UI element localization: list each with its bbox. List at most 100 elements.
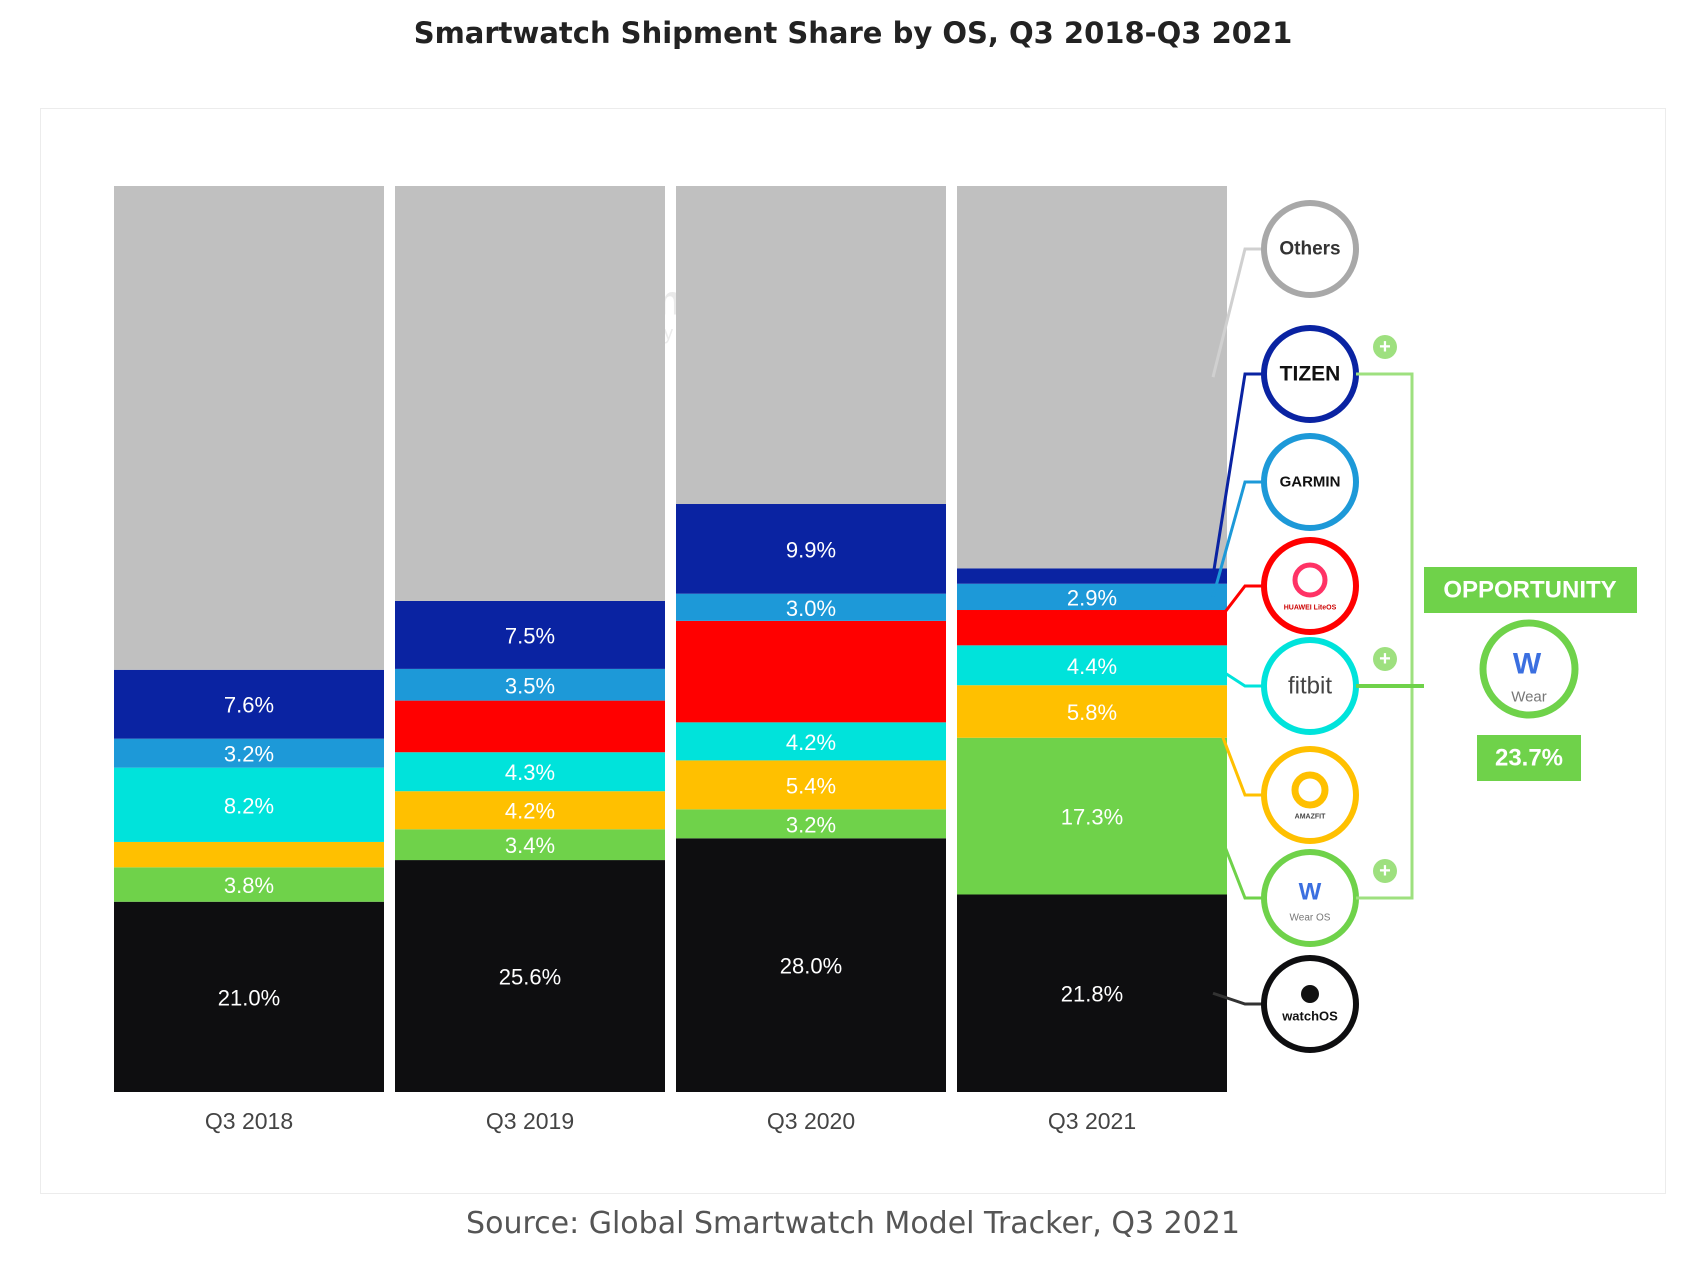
data-label-watchos-q3-2020: 28.0%	[780, 954, 842, 979]
bar-segment-watchos-q3-2018	[114, 901, 384, 1092]
bar-segment-wear-os-q3-2019	[395, 829, 665, 861]
legend-item-watchos: watchOS	[1261, 955, 1359, 1053]
data-label-wear-os-q3-2021: 17.3%	[1061, 805, 1123, 830]
x-tick-label-q3-2019: Q3 2019	[486, 1108, 574, 1134]
data-label-fitbit-q3-2019: 4.3%	[505, 760, 555, 785]
plus-glyph: +	[1379, 648, 1391, 670]
data-label-garmin-q3-2018: 3.2%	[224, 742, 274, 767]
bar-segment-fitbit-q3-2018	[114, 767, 384, 842]
bar-segment-tizen-q3-2018	[114, 669, 384, 739]
legend-circle-huawei-liteos	[1261, 537, 1359, 635]
x-tick-label-q3-2018: Q3 2018	[205, 1108, 293, 1134]
plus-glyph: +	[1379, 336, 1391, 358]
bar-segment-amazfit-q3-2018	[114, 841, 384, 868]
legend-label-others: Others	[1279, 239, 1340, 260]
plus-icon	[1373, 647, 1397, 671]
legend-label-garmin: GARMIN	[1280, 474, 1341, 491]
source-note: Source: Global Smartwatch Model Tracker,…	[466, 1206, 1240, 1241]
bar-q3-2020: 28.0% 3.2% 5.4% 4.2% 3.0% 9.9%	[676, 186, 946, 1092]
bar-segment-amazfit-q3-2020	[676, 760, 946, 810]
plus-badge-fitbit: +	[1373, 647, 1397, 671]
bar-segment-amazfit-q3-2021	[957, 685, 1227, 738]
chart-title: Smartwatch Shipment Share by OS, Q3 2018…	[413, 16, 1293, 50]
bar-segment-fitbit-q3-2019	[395, 752, 665, 792]
data-label-fitbit-q3-2018: 8.2%	[224, 793, 274, 818]
data-label-garmin-q3-2020: 3.0%	[786, 596, 836, 621]
opportunity-value-box	[1477, 735, 1581, 781]
data-label-amazfit-q3-2020: 5.4%	[786, 773, 836, 798]
bar-q3-2018: 21.0% 3.8% 8.2% 3.2% 7.6%	[114, 186, 384, 1092]
plus-icon	[1373, 859, 1397, 883]
bar-segment-others-q3-2020	[676, 186, 946, 505]
wear-os-logo-icon: W	[1299, 879, 1322, 906]
legend-label-tizen: TIZEN	[1280, 363, 1341, 386]
wear-logo-circle	[1479, 619, 1579, 719]
opportunity-label: OPPORTUNITY	[1443, 577, 1616, 604]
legend-item-wear-os: W Wear OS	[1261, 849, 1359, 947]
wear-logo-label: Wear	[1511, 689, 1547, 706]
bar-segment-wear-os-q3-2021	[957, 737, 1227, 895]
data-label-tizen-q3-2019: 7.5%	[505, 623, 555, 648]
data-label-amazfit-q3-2021: 5.8%	[1067, 700, 1117, 725]
legend-label-amazfit: AMAZFIT	[1295, 814, 1326, 821]
legend-item-tizen: TIZEN	[1261, 325, 1359, 423]
legend-item-others: Others	[1261, 200, 1359, 298]
data-label-fitbit-q3-2020: 4.2%	[786, 730, 836, 755]
legend-label-huawei-liteos: HUAWEI LiteOS	[1284, 605, 1337, 612]
bar-segment-tizen-q3-2021	[957, 568, 1227, 584]
x-tick-label-q3-2020: Q3 2020	[767, 1108, 855, 1134]
bar-segment-watchos-q3-2020	[676, 838, 946, 1092]
plus-glyph: +	[1379, 860, 1391, 882]
data-label-tizen-q3-2018: 7.6%	[224, 693, 274, 718]
data-label-wear-os-q3-2018: 3.8%	[224, 873, 274, 898]
huawei-logo-icon	[1292, 562, 1328, 598]
data-label-fitbit-q3-2021: 4.4%	[1067, 654, 1117, 679]
bar-segment-fitbit-q3-2021	[957, 645, 1227, 686]
bar-segment-wear-os-q3-2020	[676, 809, 946, 839]
leader-line-others	[1211, 247, 1264, 378]
bar-segment-huawei-liteos-q3-2021	[957, 610, 1227, 646]
legend-label-watchos: watchOS	[1281, 1009, 1338, 1024]
data-label-wear-os-q3-2020: 3.2%	[786, 812, 836, 837]
legend-circle-others	[1261, 200, 1359, 298]
legend-circle-garmin	[1261, 433, 1359, 531]
apple-logo-icon	[1301, 985, 1319, 1003]
bar-segment-fitbit-q3-2020	[676, 722, 946, 761]
leader-line-wear-os	[1211, 815, 1264, 900]
chart-frame	[40, 108, 1666, 1194]
bar-segment-others-q3-2019	[395, 186, 665, 601]
bar-segment-tizen-q3-2020	[676, 504, 946, 594]
bar-segment-garmin-q3-2020	[676, 593, 946, 621]
opportunity-bracket	[1356, 372, 1414, 900]
bar-segment-watchos-q3-2019	[395, 860, 665, 1092]
opportunity-banner	[1424, 567, 1637, 613]
data-label-garmin-q3-2021: 2.9%	[1067, 585, 1117, 610]
legend-label-wear-os: Wear OS	[1290, 913, 1331, 924]
legend-item-garmin: GARMIN	[1261, 433, 1359, 531]
bar-segment-wear-os-q3-2018	[114, 867, 384, 902]
amazfit-logo-icon	[1291, 771, 1329, 809]
data-label-garmin-q3-2019: 3.5%	[505, 673, 555, 698]
data-label-wear-os-q3-2019: 3.4%	[505, 833, 555, 858]
opportunity-value: 23.7%	[1495, 745, 1563, 772]
plus-badge-wear-os: +	[1373, 859, 1397, 883]
bar-segment-garmin-q3-2021	[957, 583, 1227, 611]
leader-line-fitbit	[1212, 664, 1264, 688]
plus-icon	[1373, 335, 1397, 359]
legend-item-fitbit: fitbit	[1261, 637, 1359, 735]
leader-line-garmin	[1211, 480, 1264, 598]
bar-segment-tizen-q3-2019	[395, 600, 665, 669]
bar-segment-garmin-q3-2019	[395, 668, 665, 701]
bar-segment-watchos-q3-2021	[957, 894, 1227, 1092]
x-tick-label-q3-2021: Q3 2021	[1048, 1108, 1136, 1134]
legend-circle-watchos	[1261, 955, 1359, 1053]
bar-q3-2019: 25.6% 3.4% 4.2% 4.3% 3.5% 7.5%	[395, 186, 665, 1092]
opportunity-annotation: OPPORTUNITY W Wear 23.7%	[1424, 567, 1637, 781]
data-label-tizen-q3-2020: 9.9%	[786, 537, 836, 562]
bar-segment-amazfit-q3-2019	[395, 791, 665, 830]
legend-circle-amazfit	[1261, 746, 1359, 844]
legend-label-fitbit: fitbit	[1288, 673, 1332, 700]
leader-line-watchos	[1212, 991, 1264, 1006]
data-label-amazfit-q3-2019: 4.2%	[505, 799, 555, 824]
